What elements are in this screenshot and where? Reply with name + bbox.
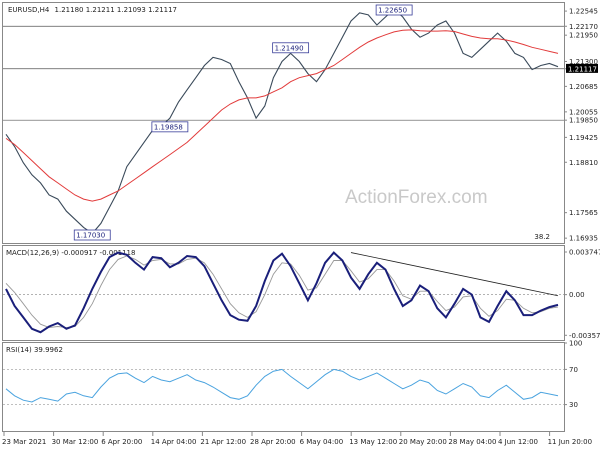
price-tick-label: 1.20685 — [569, 83, 598, 91]
time-tick-label: 14 Apr 04:00 — [151, 438, 197, 446]
price-axis: 1.225451.221701.219501.213001.211201.206… — [564, 8, 598, 243]
macd-tick-label: 0.003747 — [569, 249, 600, 257]
price-series — [5, 8, 559, 235]
macd-title: MACD(12,26,9) -0.000917 -0.001118 — [6, 249, 135, 257]
current-price-box — [566, 63, 598, 73]
rsi-tick-label: 70 — [569, 366, 578, 374]
annotation-label: 1.19858 — [154, 123, 183, 131]
price-tick-label: 1.22170 — [569, 23, 598, 31]
time-tick-label: 30 Mar 12:00 — [52, 438, 99, 446]
time-axis: 23 Mar 2021 30 Mar 12:00 6 Apr 20:00 14 Apr… — [2, 432, 592, 446]
time-tick-label: 4 Jun 12:00 — [498, 438, 538, 446]
price-tick-label: 1.18810 — [569, 159, 598, 167]
macd-line — [5, 251, 559, 334]
time-tick-label: 28 May 04:00 — [448, 438, 496, 446]
macd-series — [5, 251, 559, 334]
macd-tick-label: -0.003573 — [569, 332, 600, 340]
annotation-label: 1.21490 — [275, 44, 304, 52]
price-tick-label: 1.17565 — [569, 209, 598, 217]
time-tick-label: 23 Mar 2021 — [2, 438, 46, 446]
time-tick-label: 28 Apr 20:00 — [250, 438, 296, 446]
current-price-value: 1.21117 — [568, 65, 597, 73]
price-tick-label: 1.20055 — [569, 108, 598, 116]
time-tick-label: 20 May 20:00 — [399, 438, 447, 446]
macd-trendline — [350, 252, 559, 297]
chart-header: EURUSD,H4 1.21180 1.21211 1.21093 1.2111… — [8, 6, 177, 14]
annotation-box — [73, 229, 111, 241]
ohlc-values: 1.21180 1.21211 1.21093 1.21117 — [55, 6, 177, 14]
symbol-label: EURUSD,H4 — [8, 6, 50, 14]
rsi-tick-label: 100 — [569, 340, 582, 348]
price-tick-label: 1.21300 — [569, 58, 598, 66]
time-tick-label: 13 May 12:00 — [349, 438, 397, 446]
price-tick-label: 1.19425 — [569, 134, 598, 142]
moving-average-line — [5, 29, 559, 202]
annotation-box — [375, 4, 413, 16]
price-tick-label: 1.19850 — [569, 117, 598, 125]
side-note: 38.2 — [534, 233, 550, 241]
rsi-panel-frame — [2, 342, 565, 432]
time-tick-label: 6 Apr 20:00 — [101, 438, 142, 446]
horizontal-levels — [3, 25, 564, 121]
annotation-box — [151, 121, 189, 133]
time-tick-label: 21 Apr 12:00 — [200, 438, 246, 446]
watermark: ActionForex.com — [345, 187, 488, 208]
annotation-label: 1.17030 — [76, 232, 105, 240]
price-tick-label: 1.22545 — [569, 8, 598, 16]
time-tick-label: 6 May 04:00 — [300, 438, 344, 446]
price-line — [5, 8, 559, 235]
rsi-title: RSI(14) 39.9962 — [6, 346, 63, 354]
price-tick-label: 1.21950 — [569, 32, 598, 40]
time-tick-label: 11 Jun 20:00 — [548, 438, 592, 446]
rsi-line — [5, 368, 559, 403]
current-price-tag: 1.21117 — [566, 63, 598, 73]
macd-panel-frame — [2, 245, 565, 341]
price-annotations: 1.21490 1.22650 1.19858 1.17030 — [73, 4, 413, 241]
macd-tick-label: 0.00 — [569, 291, 585, 299]
price-tick-label: 1.16935 — [569, 235, 598, 243]
macd-signal-line — [5, 255, 559, 329]
annotation-box — [272, 42, 310, 54]
rsi-series — [5, 368, 559, 403]
rsi-axis: 100 70 30 — [3, 340, 582, 409]
rsi-tick-label: 30 — [569, 401, 578, 409]
annotation-label: 1.22650 — [378, 7, 407, 15]
